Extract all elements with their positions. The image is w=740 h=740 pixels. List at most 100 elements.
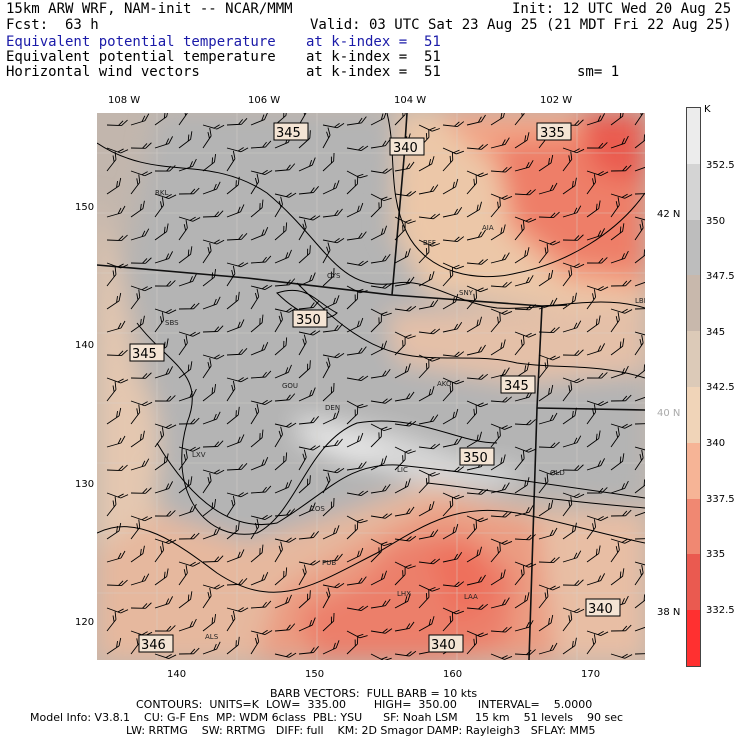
wind-barb	[586, 573, 606, 586]
wind-barb	[562, 320, 582, 333]
wind-barb	[610, 193, 633, 199]
wind-barb	[490, 224, 506, 241]
wind-barb	[298, 387, 316, 402]
wind-barb	[490, 396, 512, 403]
wind-barb	[154, 427, 165, 448]
lat-label-42n: 42 N	[657, 209, 681, 220]
wind-barb	[610, 279, 632, 287]
wind-barb	[346, 346, 367, 356]
wind-barb	[106, 234, 128, 241]
wind-barb	[490, 197, 501, 218]
contour-label: 335	[540, 126, 565, 141]
wind-barb	[394, 451, 406, 471]
wind-barb	[442, 267, 454, 287]
colorbar-label: 337.5	[706, 494, 735, 505]
wind-barb	[466, 603, 489, 610]
wind-barb	[226, 406, 240, 425]
wind-barb	[562, 496, 573, 517]
wind-barb	[298, 475, 311, 494]
wind-barb	[418, 184, 439, 195]
wind-barb	[610, 223, 625, 241]
wind-barb	[154, 423, 177, 429]
wind-barb	[226, 492, 249, 498]
wind-barb	[154, 165, 176, 172]
wind-barb	[106, 292, 122, 310]
wind-barb	[586, 515, 609, 521]
wind-barb	[394, 336, 406, 356]
wind-barb	[346, 231, 367, 241]
wind-barb	[226, 610, 236, 632]
wind-barb	[298, 334, 307, 356]
wind-barb	[634, 564, 644, 586]
wind-barb	[322, 553, 343, 563]
wind-barb	[370, 428, 382, 448]
valid-time: Valid: 03 UTC Sat 23 Aug 25 (21 MDT Fri …	[310, 17, 732, 33]
wind-barb	[586, 487, 608, 494]
wind-barb	[106, 522, 122, 540]
wind-barb	[250, 255, 272, 264]
wind-barb	[466, 316, 482, 333]
wind-barb	[586, 404, 597, 425]
wind-barb	[370, 513, 393, 519]
wind-barb	[202, 357, 212, 379]
wind-barb	[418, 474, 430, 494]
wind-barb	[514, 505, 534, 517]
wind-barb	[250, 544, 264, 563]
wind-barb	[202, 641, 221, 655]
wind-barb	[490, 542, 501, 563]
wind-barb	[250, 341, 269, 356]
wind-barb	[106, 607, 129, 614]
wind-barb	[514, 446, 537, 453]
wind-barb	[514, 132, 530, 149]
colorbar-label: 345	[706, 327, 726, 338]
colorbar-label: 332.5	[706, 605, 735, 616]
wind-barb	[322, 587, 331, 609]
wind-barb	[466, 546, 482, 563]
wind-barb	[514, 649, 536, 656]
wind-barb	[394, 391, 415, 402]
wind-barb	[250, 173, 260, 195]
wind-barb	[106, 407, 122, 425]
wind-barb	[418, 443, 441, 450]
wind-barb	[490, 137, 510, 149]
wind-barb	[418, 328, 441, 335]
wind-barb	[322, 613, 335, 632]
wind-barb	[130, 487, 152, 494]
wind-barb	[586, 545, 601, 563]
map-panel: RKL BFF AIA CYS SNY LBF SBS GOU AKO DEN …	[97, 113, 645, 660]
contour-labels: 345 340 335 350 345 345 350 340 346 340	[129, 122, 621, 653]
wind-barb	[514, 534, 536, 541]
contour-label: 350	[296, 313, 321, 328]
wind-barb	[610, 312, 620, 333]
wind-barb	[106, 464, 128, 471]
wind-barb	[226, 150, 236, 172]
wind-barb	[298, 564, 307, 586]
wind-barb	[538, 588, 549, 609]
wind-barb	[274, 479, 292, 494]
wind-barb	[490, 626, 512, 633]
wind-barb	[490, 281, 512, 288]
wind-barb	[610, 135, 629, 149]
wind-barb	[442, 612, 454, 632]
city-rkl: RKL	[155, 189, 168, 197]
grid-x-label-170: 170	[581, 669, 601, 680]
wind-barb	[586, 142, 608, 149]
wind-barb	[394, 621, 415, 632]
wind-barb	[466, 174, 478, 195]
wind-barb	[442, 607, 465, 615]
wind-barb	[466, 515, 489, 523]
wind-barb	[202, 469, 225, 475]
city-bff: BFF	[423, 239, 436, 247]
wind-barb	[610, 338, 625, 356]
wind-barb	[298, 560, 321, 566]
wind-barb	[394, 478, 411, 494]
wind-barb	[538, 269, 554, 287]
wind-barb	[226, 319, 245, 333]
wind-barb	[466, 289, 478, 310]
wind-barb	[202, 555, 224, 563]
wind-barb	[250, 199, 264, 218]
wind-barb	[202, 153, 217, 172]
colorbar-label: 342.5	[706, 382, 735, 393]
wind-barb	[226, 463, 248, 471]
wind-barb	[418, 616, 435, 632]
